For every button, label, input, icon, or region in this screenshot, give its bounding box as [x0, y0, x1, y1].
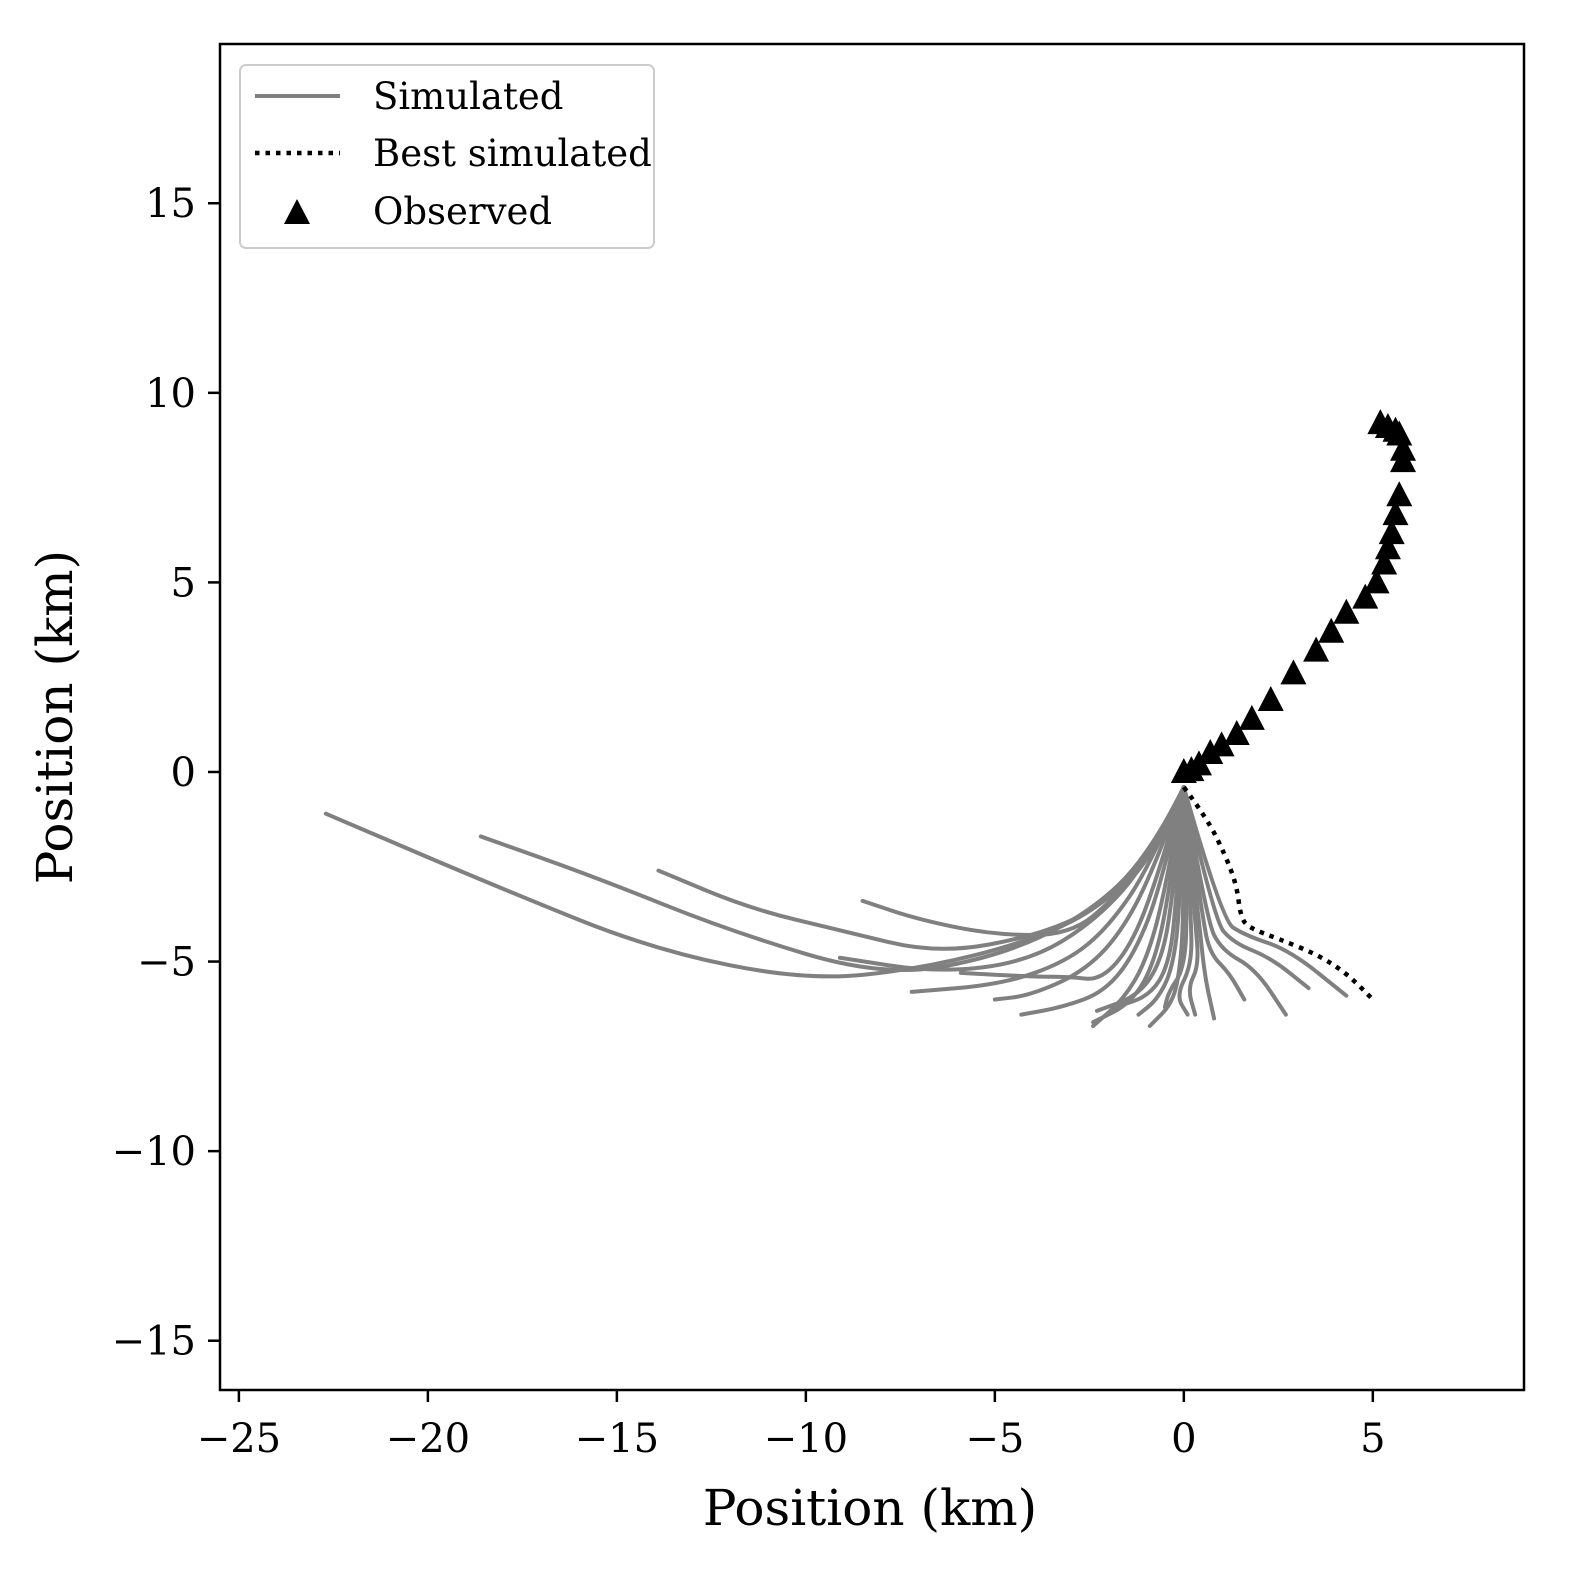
y-tick-label: −15	[112, 1319, 196, 1365]
simulated-line	[1113, 785, 1186, 1010]
observed-markers	[1170, 409, 1417, 783]
x-axis-ticks: −25 −20 −15 −10 −5 0 5	[197, 1390, 1386, 1462]
observed-point	[1386, 481, 1413, 507]
observed-point	[1382, 500, 1409, 526]
x-tick-label: −20	[386, 1416, 470, 1462]
simulated-line	[1147, 785, 1186, 1029]
simulated-line	[1181, 785, 1349, 998]
legend-best-label: Best simulated	[373, 132, 652, 175]
legend-observed-label: Observed	[373, 190, 552, 233]
y-tick-label: 5	[171, 560, 196, 606]
legend-observed-swatch	[284, 199, 310, 224]
observed-point	[1378, 519, 1405, 545]
simulated-line	[1181, 785, 1288, 1017]
simulated-line	[1162, 785, 1189, 1010]
simulated-line	[478, 785, 1186, 972]
simulated-line	[656, 785, 1186, 951]
y-tick-label: −10	[112, 1129, 196, 1175]
legend-box	[239, 64, 655, 249]
simulated-line	[1091, 785, 1186, 1029]
observed-point	[1197, 739, 1224, 765]
observed-point	[1333, 598, 1360, 624]
simulated-line	[1181, 785, 1200, 1017]
y-tick-label: −5	[137, 940, 196, 986]
simulated-line	[837, 785, 1186, 972]
simulated-line	[1181, 785, 1247, 1002]
simulated-line	[1019, 785, 1186, 1017]
simulated-line	[323, 785, 1186, 979]
observed-point	[1390, 435, 1417, 461]
simulated-trajectories	[323, 785, 1349, 1029]
best-simulated-trajectory	[1182, 785, 1375, 1002]
observed-point	[1371, 549, 1398, 575]
simulated-line	[1136, 785, 1186, 1017]
observed-point	[1208, 731, 1235, 757]
observed-point	[1238, 704, 1265, 730]
observed-point	[1280, 659, 1307, 685]
x-tick-label: −10	[764, 1416, 848, 1462]
observed-point	[1303, 636, 1330, 662]
x-tick-label: −5	[965, 1416, 1024, 1462]
simulated-line	[992, 785, 1186, 1002]
y-axis-label: Position (km)	[26, 550, 84, 884]
x-tick-label: 0	[1171, 1416, 1196, 1462]
y-tick-label: 15	[145, 181, 196, 227]
observed-point	[1223, 720, 1250, 746]
simulated-line	[1094, 785, 1186, 1013]
simulated-line	[1177, 785, 1194, 1017]
observed-point	[1367, 409, 1394, 435]
observed-point	[1257, 685, 1284, 711]
x-tick-label: 5	[1360, 1416, 1385, 1462]
plot-frame	[218, 42, 1526, 1392]
observed-point	[1352, 583, 1379, 609]
x-axis-label: Position (km)	[703, 1479, 1037, 1537]
x-tick-label: −15	[575, 1416, 659, 1462]
legend: Simulated Best simulated Observed	[239, 64, 655, 249]
x-tick-label: −25	[197, 1416, 281, 1462]
simulated-line	[860, 785, 1186, 938]
legend-simulated-label: Simulated	[373, 75, 563, 118]
y-tick-label: 0	[171, 750, 196, 796]
simulated-line	[1181, 785, 1311, 991]
y-tick-label: 10	[145, 371, 196, 417]
best-simulated-line	[1182, 785, 1375, 1002]
y-axis-ticks: −15 −10 −5 0 5 10 15	[112, 181, 220, 1365]
simulated-line	[1181, 785, 1217, 1021]
observed-point	[1363, 568, 1390, 594]
observed-point	[1318, 617, 1345, 643]
observed-point	[1374, 534, 1401, 560]
simulated-line	[909, 785, 1186, 994]
simulated-line	[958, 785, 1186, 981]
